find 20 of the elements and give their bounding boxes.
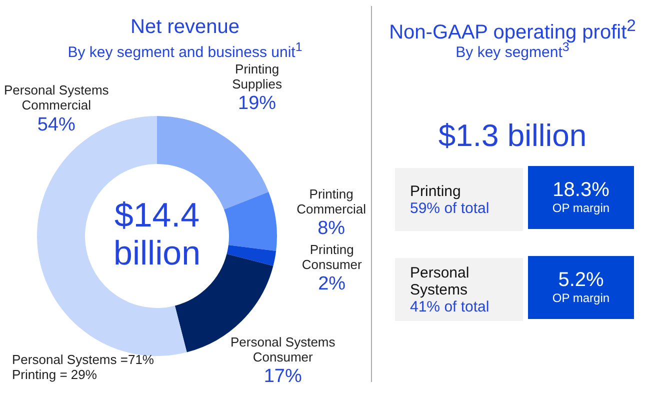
data-label: 19% xyxy=(238,93,276,114)
text-panel: Printing 59% of total xyxy=(395,168,523,231)
chart-title: Net revenue xyxy=(130,16,240,39)
text: Personal Systems =71% Printing = 29% xyxy=(12,352,154,382)
slice-label: Printing Commercial xyxy=(296,186,366,216)
slice-label: Personal Systems Commercial xyxy=(4,82,110,113)
data-label: 8% xyxy=(318,218,346,239)
data-label: 54% xyxy=(37,114,76,136)
data-label: 17% xyxy=(264,366,302,388)
data-label: 2% xyxy=(318,274,346,295)
highlight-panel: 5.2% OP margin xyxy=(528,256,634,319)
slice-label: Printing Supplies xyxy=(232,61,282,92)
text-panel: Personal Systems 41% of total xyxy=(395,258,523,321)
slice-label: Personal Systems Consumer xyxy=(230,334,336,364)
highlight-panel: 18.3% OP margin xyxy=(528,166,634,229)
slice-label: Printing Consumer xyxy=(302,242,362,272)
text: $1.3 billion xyxy=(437,118,588,154)
text: Non-GAAP operating profit$^{2}$ xyxy=(388,16,637,44)
chart-subtitle: By key segment and business unit$^{1}$ xyxy=(66,40,304,61)
text: $14.4 billion xyxy=(114,196,200,272)
